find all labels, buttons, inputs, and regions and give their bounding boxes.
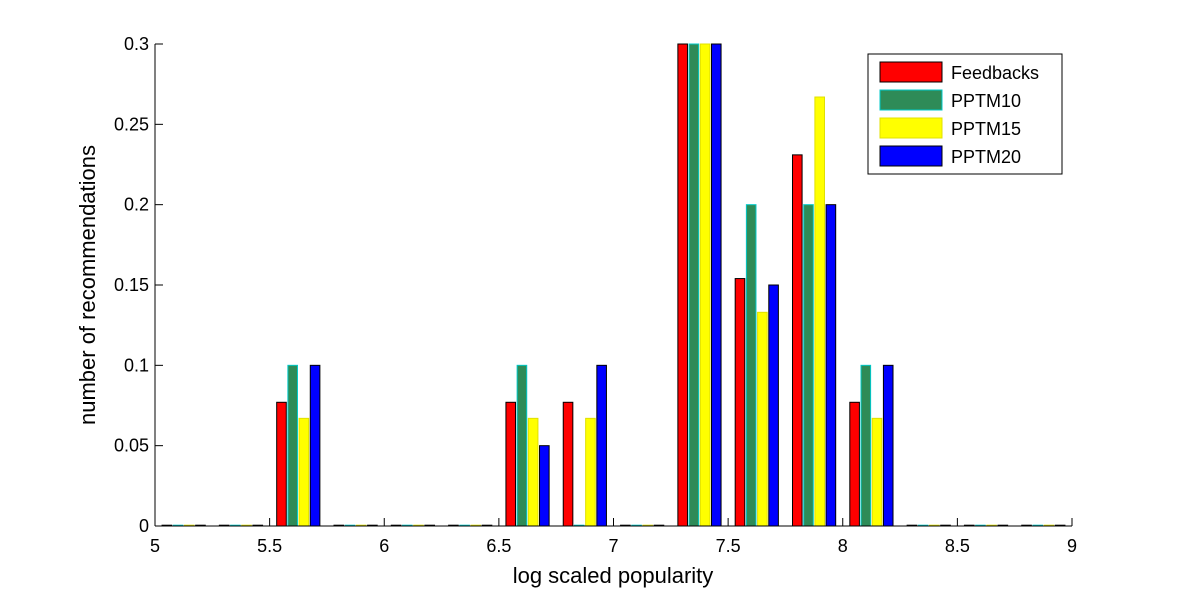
x-tick-label: 7.5 (716, 536, 741, 556)
legend-label-pptm10: PPTM10 (951, 91, 1021, 111)
x-tick-label: 9 (1067, 536, 1077, 556)
bar-pptm15-9 (699, 43, 711, 527)
x-tick-label: 6.5 (486, 536, 511, 556)
legend-swatch-pptm15 (879, 117, 943, 139)
x-tick-label: 5 (150, 536, 160, 556)
y-tick-label: 0.1 (124, 355, 149, 375)
bar-feedbacks-10 (734, 278, 746, 527)
x-ticks-group: 5 5.5 6 6.5 7 7.5 8 8.5 9 (150, 518, 1077, 556)
x-tick-label: 5.5 (257, 536, 282, 556)
bar-pptm10-2 (287, 364, 298, 527)
bar-feedbacks-2 (276, 401, 287, 527)
bar-pptm10-10 (745, 204, 757, 527)
bar-pptm10-6 (516, 364, 528, 527)
y-tick-label: 0.15 (114, 275, 149, 295)
y-ticks-group: 0 0.05 0.1 0.15 0.2 0.25 0.3 (114, 34, 163, 536)
bar-pptm15-6 (527, 417, 539, 527)
bar-feedbacks-9 (677, 43, 688, 527)
x-tick-label: 7 (608, 536, 618, 556)
x-tick-label: 8 (838, 536, 848, 556)
bar-pptm20-7 (596, 364, 607, 527)
bar-feedbacks-12 (849, 401, 860, 527)
y-axis-label: number of recommendations (75, 145, 100, 425)
bar-pptm15-11 (814, 96, 825, 527)
x-tick-label: 8.5 (945, 536, 970, 556)
legend-swatch-pptm20 (879, 145, 943, 167)
x-axis-label: log scaled popularity (513, 563, 714, 588)
bar-pptm15-2 (298, 417, 310, 527)
x-tick-label: 6 (379, 536, 389, 556)
bar-pptm20-12 (882, 364, 894, 527)
bar-pptm20-2 (309, 364, 321, 527)
bar-pptm20-9 (710, 43, 722, 527)
legend-swatch-pptm10 (879, 89, 943, 111)
bar-pptm10-9 (688, 43, 700, 527)
y-tick-label: 0.25 (114, 114, 149, 134)
legend: Feedbacks PPTM10 PPTM15 PPTM20 (867, 53, 1063, 175)
y-tick-label: 0 (139, 516, 149, 536)
bar-pptm20-6 (539, 445, 550, 527)
bar-feedbacks-6 (505, 401, 517, 527)
bar-pptm10-11 (803, 204, 814, 527)
bar-pptm15-10 (757, 311, 768, 527)
bar-feedbacks-7 (562, 401, 574, 527)
legend-label-pptm15: PPTM15 (951, 119, 1021, 139)
bar-feedbacks-11 (791, 154, 803, 527)
legend-label-pptm20: PPTM20 (951, 147, 1021, 167)
bar-pptm15-12 (871, 417, 883, 527)
legend-label-feedbacks: Feedbacks (951, 63, 1039, 83)
bar-pptm10-12 (860, 364, 872, 527)
legend-swatch-feedbacks (879, 61, 943, 83)
y-tick-label: 0.05 (114, 436, 149, 456)
y-tick-label: 0.2 (124, 195, 149, 215)
y-tick-label: 0.3 (124, 34, 149, 54)
bar-pptm20-10 (768, 284, 779, 527)
bar-pptm15-7 (585, 417, 596, 527)
bar-pptm20-11 (825, 204, 837, 527)
